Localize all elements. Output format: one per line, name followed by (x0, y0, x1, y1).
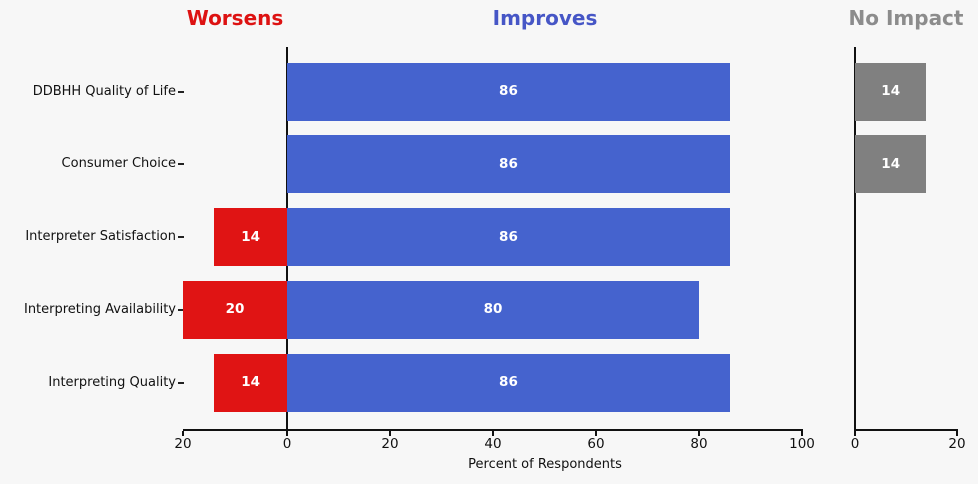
x-tick-label: 0 (850, 436, 860, 452)
y-tick-mark (178, 309, 184, 312)
axis-spine-vertical (286, 47, 288, 431)
bar-value-label: 86 (499, 82, 518, 99)
panel-title-improves: Improves (492, 6, 598, 30)
x-tick-mark (854, 431, 856, 436)
x-tick-label: 40 (484, 436, 502, 452)
x-tick-label: 20 (174, 436, 192, 452)
bar-value-label: 86 (499, 374, 518, 391)
x-tick-label: 60 (587, 436, 605, 452)
x-axis-label: Percent of Respondents (468, 457, 622, 472)
bar-improves: 86 (287, 354, 730, 413)
y-tick-mark (178, 236, 184, 239)
panel-title-worsens: Worsens (186, 6, 284, 30)
bar-value-label: 14 (881, 155, 901, 172)
x-tick-label: 0 (282, 436, 292, 452)
category-label: Interpreting Quality (48, 375, 176, 391)
category-label: DDBHH Quality of Life (32, 83, 176, 99)
category-label: Interpreting Availability (23, 302, 176, 318)
y-tick-mark (178, 163, 184, 166)
y-tick-mark (178, 90, 184, 93)
bar-value-label: 86 (499, 228, 518, 245)
bar-value-label: 20 (225, 301, 245, 318)
bar-worsens: 14 (214, 208, 287, 267)
x-tick-mark (182, 431, 184, 436)
axis-spine-bottom (855, 429, 958, 431)
y-tick-mark (178, 382, 184, 385)
bar-value-label: 14 (241, 228, 260, 245)
bar-value-label: 14 (881, 82, 901, 99)
x-tick-mark (698, 431, 700, 436)
bar-value-label: 80 (483, 301, 503, 318)
x-tick-label: 80 (690, 436, 708, 452)
bar-improves: 86 (287, 208, 730, 267)
bar-improves: 86 (287, 135, 730, 194)
axis-spine-vertical (854, 47, 856, 431)
bar-worsens: 20 (183, 281, 287, 340)
x-tick-mark (595, 431, 597, 436)
x-tick-label: 20 (948, 436, 966, 452)
axis-spine-bottom (183, 429, 803, 431)
x-tick-label: 20 (381, 436, 399, 452)
x-tick-mark (286, 431, 288, 436)
bar-value-label: 86 (499, 155, 518, 172)
bar-value-label: 14 (241, 374, 260, 391)
bar-no-impact: 14 (855, 135, 927, 194)
x-tick-mark (492, 431, 494, 436)
x-tick-label: 100 (789, 436, 815, 452)
category-label: Interpreter Satisfaction (25, 229, 176, 245)
x-tick-mark (956, 431, 958, 436)
bar-improves: 86 (287, 62, 730, 121)
bar-improves: 80 (287, 281, 699, 340)
bar-worsens: 14 (214, 354, 287, 413)
category-label: Consumer Choice (61, 156, 176, 172)
x-tick-mark (801, 431, 803, 436)
panel-title-no-impact: No Impact (848, 6, 964, 30)
x-tick-mark (389, 431, 391, 436)
bar-no-impact: 14 (855, 62, 927, 121)
